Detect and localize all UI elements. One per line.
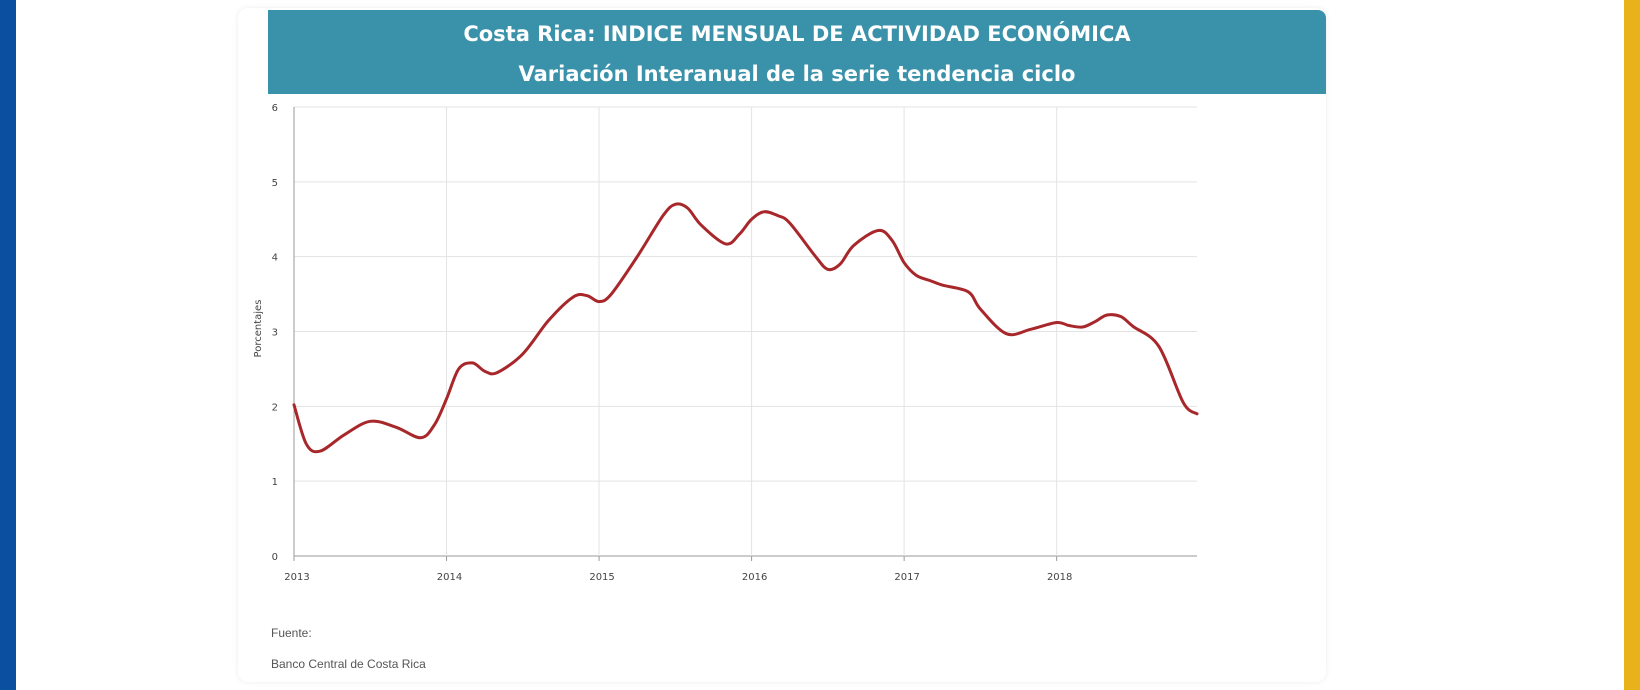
x-tick-label: 2016: [742, 572, 767, 583]
chart-title: Costa Rica: INDICE MENSUAL DE ACTIVIDAD …: [463, 22, 1131, 46]
x-tick-label: 2015: [589, 572, 614, 583]
y-axis-label: Porcentajes: [253, 300, 264, 358]
x-tick-label: 2017: [894, 572, 919, 583]
source-value: Banco Central de Costa Rica: [271, 657, 426, 671]
y-tick-label: 4: [272, 253, 278, 264]
chart-card: [238, 8, 1326, 682]
y-tick-label: 2: [272, 402, 278, 413]
right-brand-stripe: [1624, 0, 1640, 690]
y-tick-label: 3: [272, 328, 278, 339]
y-tick-label: 6: [272, 103, 278, 114]
y-tick-label: 5: [272, 178, 278, 189]
source-label: Fuente:: [271, 626, 312, 640]
chart-subtitle: Variación Interanual de la serie tendenc…: [518, 62, 1076, 86]
y-tick-label: 0: [272, 552, 278, 563]
x-tick-label: 2013: [284, 572, 309, 583]
series-line: [292, 202, 1199, 454]
chart-header-banner: Costa Rica: INDICE MENSUAL DE ACTIVIDAD …: [268, 10, 1326, 94]
y-tick-label: 1: [272, 477, 278, 488]
x-tick-label: 2014: [437, 572, 462, 583]
x-tick-label: 2018: [1047, 572, 1072, 583]
left-brand-stripe: [0, 0, 16, 690]
